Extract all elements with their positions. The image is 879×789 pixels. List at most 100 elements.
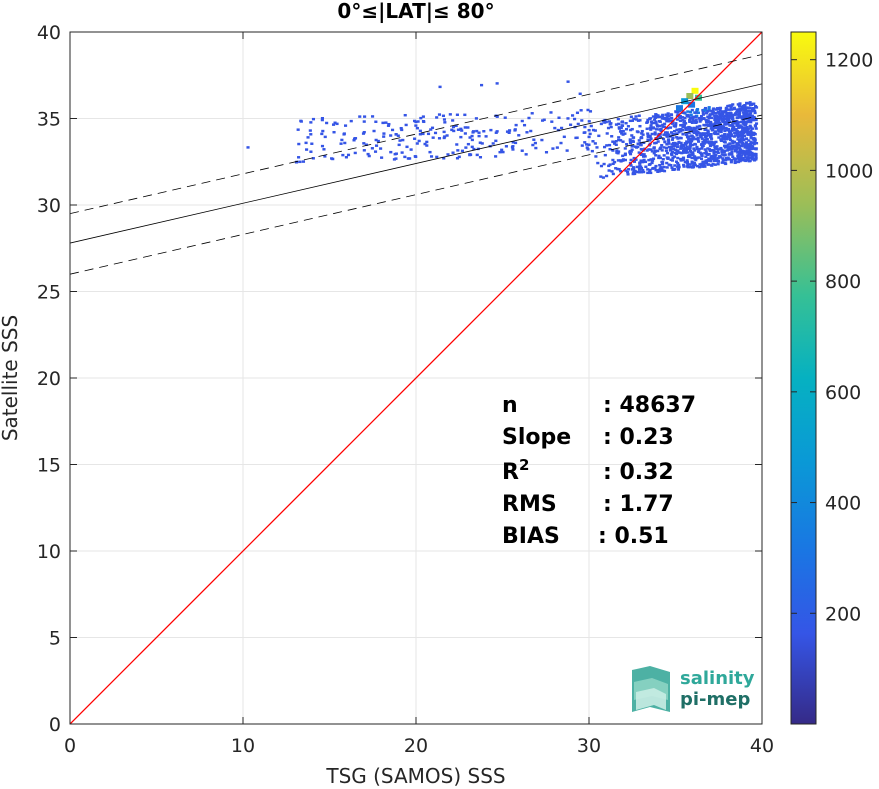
density-cell bbox=[658, 135, 662, 139]
density-cell bbox=[656, 140, 660, 143]
density-cell bbox=[726, 114, 730, 118]
density-cell bbox=[484, 135, 488, 138]
density-cell bbox=[720, 138, 724, 141]
density-cell bbox=[682, 149, 686, 152]
density-cell bbox=[751, 118, 755, 122]
density-cell bbox=[726, 156, 730, 159]
density-cell bbox=[595, 146, 599, 149]
density-cell bbox=[740, 120, 744, 124]
density-cell bbox=[736, 150, 740, 154]
x-tick-label: 20 bbox=[404, 735, 428, 757]
density-cell bbox=[445, 134, 449, 137]
density-cell bbox=[679, 141, 683, 145]
density-cell bbox=[513, 129, 517, 132]
density-cell bbox=[650, 150, 654, 153]
density-cell bbox=[750, 131, 754, 134]
density-cell bbox=[738, 104, 742, 107]
density-cell bbox=[741, 104, 745, 108]
density-cell bbox=[674, 110, 678, 114]
density-cell bbox=[724, 136, 728, 139]
density-cell bbox=[331, 123, 336, 126]
density-cell bbox=[607, 169, 611, 172]
density-cell bbox=[728, 138, 733, 142]
density-cell bbox=[631, 168, 635, 171]
density-cell bbox=[658, 163, 662, 167]
density-cell bbox=[621, 129, 625, 133]
density-cell bbox=[442, 118, 447, 121]
density-cell bbox=[661, 113, 665, 117]
density-cell bbox=[655, 123, 659, 127]
density-cell bbox=[330, 157, 334, 160]
density-cell bbox=[721, 159, 725, 162]
density-cell bbox=[399, 126, 403, 130]
density-cell bbox=[696, 138, 700, 141]
density-cell bbox=[745, 106, 749, 110]
density-cell bbox=[400, 151, 404, 154]
density-cell bbox=[605, 144, 609, 147]
density-cell bbox=[684, 149, 688, 153]
density-cell bbox=[749, 153, 753, 157]
density-cell bbox=[753, 117, 757, 120]
density-cell bbox=[630, 119, 635, 122]
density-cell bbox=[660, 162, 665, 166]
density-cell bbox=[321, 129, 325, 133]
density-cell bbox=[580, 144, 584, 147]
density-cell bbox=[666, 157, 670, 160]
density-cell bbox=[394, 157, 398, 160]
density-cell bbox=[616, 159, 620, 162]
density-cell bbox=[723, 123, 727, 126]
density-cell bbox=[736, 156, 740, 160]
density-cell bbox=[452, 129, 456, 133]
density-cell bbox=[517, 134, 521, 137]
density-cell bbox=[587, 129, 591, 132]
density-cell bbox=[550, 120, 554, 123]
density-cell bbox=[640, 148, 644, 151]
density-cell bbox=[632, 156, 636, 160]
density-cell bbox=[463, 126, 467, 129]
density-cell bbox=[703, 161, 707, 165]
density-cell bbox=[720, 114, 724, 118]
density-cell bbox=[746, 152, 751, 155]
density-cell bbox=[683, 116, 687, 120]
density-cell bbox=[754, 147, 758, 150]
density-cell bbox=[743, 126, 747, 130]
statistics-box: n: 48637 Slope: 0.23 R2: 0.32 RMS: 1.77 BIAS… bbox=[502, 393, 696, 549]
density-cell bbox=[710, 125, 714, 128]
density-cell bbox=[665, 116, 669, 119]
density-cell bbox=[451, 125, 456, 129]
density-cell bbox=[661, 158, 665, 161]
density-cell bbox=[744, 122, 748, 125]
density-cell bbox=[646, 168, 650, 171]
density-cell bbox=[669, 113, 673, 116]
density-cell bbox=[715, 118, 719, 122]
density-cell bbox=[726, 122, 730, 125]
density-cell bbox=[715, 145, 719, 148]
density-cell bbox=[341, 153, 345, 157]
density-cell bbox=[472, 147, 476, 151]
density-cell bbox=[747, 154, 751, 157]
density-cell bbox=[705, 120, 709, 124]
density-cell bbox=[623, 132, 627, 135]
density-cell bbox=[748, 115, 752, 119]
density-cell bbox=[660, 149, 664, 152]
density-cell bbox=[525, 131, 529, 134]
density-cell bbox=[421, 115, 425, 118]
density-cell bbox=[665, 161, 669, 165]
density-cell bbox=[641, 153, 645, 157]
density-cell bbox=[700, 147, 704, 150]
density-cell bbox=[551, 147, 555, 150]
density-cell bbox=[730, 152, 734, 156]
density-cell bbox=[732, 125, 736, 129]
density-cell bbox=[624, 127, 629, 131]
density-cell bbox=[736, 138, 740, 141]
density-cell bbox=[665, 166, 669, 169]
density-cell bbox=[661, 137, 666, 141]
density-cell bbox=[676, 168, 681, 171]
density-cell bbox=[743, 144, 747, 148]
density-cell bbox=[372, 129, 376, 133]
density-cell bbox=[628, 149, 632, 153]
density-cell bbox=[626, 125, 630, 128]
density-cell bbox=[569, 123, 573, 127]
density-cell bbox=[675, 132, 679, 135]
density-cell bbox=[628, 119, 632, 123]
